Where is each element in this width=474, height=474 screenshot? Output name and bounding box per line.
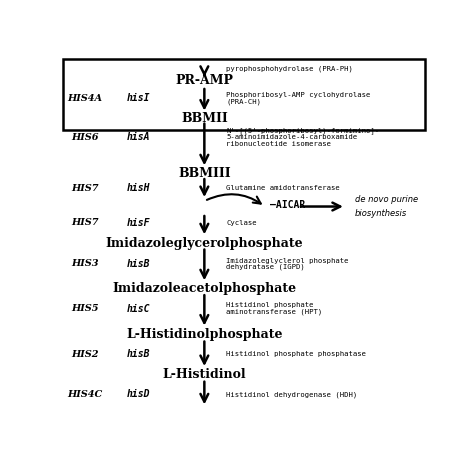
Text: HIS5: HIS5: [71, 304, 99, 313]
Text: Phosphoribosyl-AMP cyclohydrolase: Phosphoribosyl-AMP cyclohydrolase: [227, 92, 371, 98]
Text: hisI: hisI: [127, 93, 150, 103]
Text: hisB: hisB: [127, 259, 150, 269]
Text: HIS6: HIS6: [71, 133, 99, 142]
Text: pyrophosphohydrolase (PRA-PH): pyrophosphohydrolase (PRA-PH): [227, 65, 353, 72]
Text: hisF: hisF: [127, 218, 150, 228]
Text: HIS2: HIS2: [71, 350, 99, 359]
Text: hisA: hisA: [127, 132, 150, 142]
Text: Histidinol dehydrogenase (HDH): Histidinol dehydrogenase (HDH): [227, 391, 358, 398]
Text: Histidinol phosphate phosphatase: Histidinol phosphate phosphatase: [227, 351, 366, 357]
Text: Imidazoleglyclerol phosphate: Imidazoleglyclerol phosphate: [227, 257, 349, 264]
Text: hisC: hisC: [127, 304, 150, 314]
Text: L-Histidinolphosphate: L-Histidinolphosphate: [126, 328, 283, 341]
Text: ribonucleotide isomerase: ribonucleotide isomerase: [227, 141, 331, 147]
Text: biosynthesis: biosynthesis: [355, 209, 407, 218]
Text: BBMIII: BBMIII: [178, 167, 231, 180]
Text: aminotransferase (HPT): aminotransferase (HPT): [227, 309, 323, 315]
Text: dehydratase (IGPD): dehydratase (IGPD): [227, 264, 305, 270]
Text: (PRA-CH): (PRA-CH): [227, 99, 261, 105]
Text: Cyclase: Cyclase: [227, 220, 257, 226]
Text: HIS4C: HIS4C: [67, 390, 102, 399]
Text: Imidazoleacetolphosphate: Imidazoleacetolphosphate: [112, 282, 296, 295]
Text: L-Histidinol: L-Histidinol: [163, 368, 246, 381]
Text: HIS4A: HIS4A: [67, 94, 102, 103]
Text: HIS7: HIS7: [71, 184, 99, 193]
Text: Histidinol phosphate: Histidinol phosphate: [227, 302, 314, 309]
Text: N'-[(5'-phosphoribosyl)-formimino]-: N'-[(5'-phosphoribosyl)-formimino]-: [227, 127, 380, 134]
Text: hisD: hisD: [127, 390, 150, 400]
FancyBboxPatch shape: [63, 59, 425, 130]
Text: de novo purine: de novo purine: [355, 195, 418, 204]
Text: BBMII: BBMII: [181, 112, 228, 126]
Text: HIS3: HIS3: [71, 259, 99, 268]
Text: PR-AMP: PR-AMP: [175, 74, 233, 87]
Text: 5-aminoimidazole-4-carboxamide: 5-aminoimidazole-4-carboxamide: [227, 134, 358, 140]
Text: —AICAR: —AICAR: [271, 201, 306, 210]
Text: Glutamine amidotransferase: Glutamine amidotransferase: [227, 185, 340, 191]
Text: hisH: hisH: [127, 183, 150, 193]
Text: HIS7: HIS7: [71, 219, 99, 228]
Text: hisB: hisB: [127, 349, 150, 359]
Text: Imidazoleglycerolphosphate: Imidazoleglycerolphosphate: [106, 237, 303, 249]
